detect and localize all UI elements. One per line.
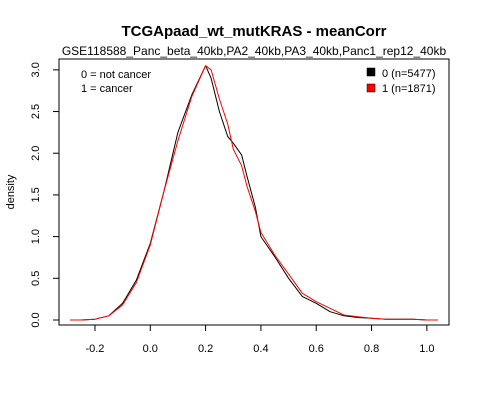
- y-tick-label: 2.5: [30, 104, 42, 119]
- y-tick-label: 1.0: [30, 229, 42, 244]
- plot-frame: [58, 58, 450, 326]
- series-line-0: [70, 65, 438, 321]
- x-tick-label: 0.6: [309, 343, 324, 355]
- annotation-not-cancer: 0 = not cancer: [81, 69, 151, 81]
- series-layer: [70, 65, 438, 321]
- y-axis: 0.0 0.5 1.0 1.5 2.0 2.5 3.0: [30, 62, 60, 328]
- legend-label-0: 0 (n=5477): [382, 68, 436, 80]
- y-tick-label: 0.5: [30, 271, 42, 286]
- chart-title: TCGApaad_wt_mutKRAS - meanCorr: [121, 23, 386, 40]
- legend-swatch-0: [366, 67, 376, 77]
- y-tick-label: 1.5: [30, 187, 42, 202]
- series-line-1: [70, 65, 438, 321]
- legend: 0 (n=5477) 1 (n=1871): [366, 67, 436, 95]
- y-tick-label: 3.0: [30, 62, 42, 77]
- legend-label-1: 1 (n=1871): [382, 83, 436, 95]
- chart-subtitle: GSE118588_Panc_beta_40kb,PA2_40kb,PA3_40…: [62, 44, 447, 58]
- x-axis: -0.2 0.0 0.2 0.4 0.6 0.8 1.0: [85, 324, 435, 355]
- legend-swatch-1: [366, 83, 376, 93]
- x-tick-label: 0.8: [364, 343, 379, 355]
- x-tick-label: 1.0: [419, 343, 434, 355]
- annotation-box: 0 = not cancer 1 = cancer: [81, 69, 151, 95]
- y-tick-label: 0.0: [30, 312, 42, 327]
- annotation-cancer: 1 = cancer: [81, 83, 133, 95]
- x-tick-label: -0.2: [85, 343, 104, 355]
- x-tick-label: 0.2: [198, 343, 213, 355]
- x-tick-label: 0.4: [253, 343, 268, 355]
- y-tick-label: 2.0: [30, 146, 42, 161]
- y-axis-label: density: [5, 174, 17, 209]
- x-tick-label: 0.0: [143, 343, 158, 355]
